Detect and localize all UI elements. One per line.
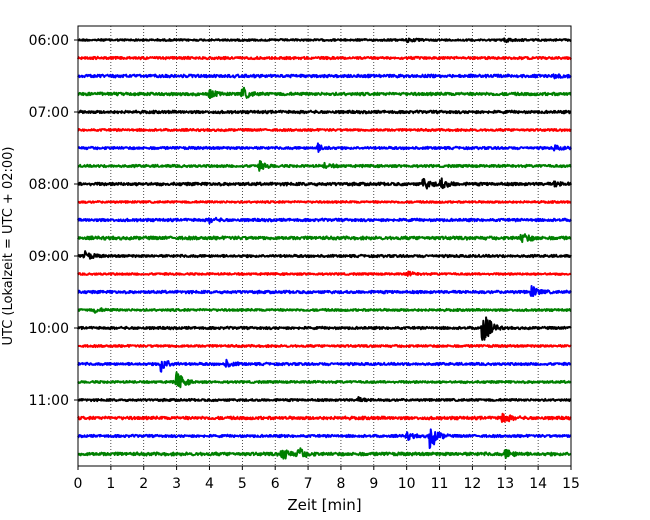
x-tick-label: 9 [369,476,378,492]
x-tick-label: 2 [139,476,148,492]
seismic-trace-0615 [77,55,572,61]
seismic-trace-0700 [77,109,572,115]
seismic-trace-0630 [77,73,572,80]
x-tick-label: 12 [463,476,481,492]
seismic-trace-0600 [77,37,572,44]
x-tick-label: 6 [271,476,280,492]
x-tick-label: 15 [562,476,580,492]
y-tick-label: 10:00 [29,321,69,337]
seismic-trace-0945 [77,307,572,314]
seismic-trace-0830 [77,216,572,225]
x-tick-label: 4 [205,476,214,492]
x-tick-label: 8 [336,476,345,492]
seismic-trace-1145 [77,447,572,460]
y-tick-label: 09:00 [29,249,69,265]
seismic-trace-1030 [77,358,572,373]
seismic-trace-0815 [77,200,572,205]
x-tick-label: 0 [74,476,83,492]
seismic-trace-0730 [77,142,572,153]
x-tick-label: 5 [238,476,247,492]
seismic-trace-0900 [77,250,572,260]
x-axis-ticks: 0 1 2 3 4 5 6 7 8 9 10 11 12 13 14 15 [74,466,580,492]
x-tick-label: 1 [106,476,115,492]
x-tick-label: 7 [304,476,313,492]
plot-frame [77,25,572,467]
seismic-trace-1045 [77,371,572,389]
x-tick-label: 10 [398,476,416,492]
seismic-trace-1130 [77,428,572,450]
seismic-trace-0845 [77,233,572,244]
y-tick-label: 11:00 [29,393,69,409]
seismic-trace-0930 [77,285,572,298]
y-tick-label: 08:00 [29,177,69,193]
x-axis-label: Zeit [min] [287,496,361,514]
seismic-traces [77,37,572,460]
seismic-trace-1000 [77,316,572,341]
x-tick-label: 14 [529,476,547,492]
x-tick-label: 11 [431,476,449,492]
seismic-trace-0800 [77,177,572,190]
x-tick-label: 13 [496,476,514,492]
y-tick-label: 07:00 [29,105,69,121]
y-axis-ticks: 06:00 07:00 08:00 09:00 10:00 11:00 [29,33,78,409]
seismic-trace-0915 [77,270,572,277]
y-tick-label: 06:00 [29,33,69,49]
seismic-trace-1115 [77,412,572,423]
seismic-trace-1015 [77,343,572,349]
seismic-trace-1100 [77,396,572,403]
grid-lines [110,26,539,466]
x-tick-label: 3 [172,476,181,492]
seismic-trace-0645 [77,86,572,100]
y-axis-label: UTC (Lokalzeit = UTC + 02:00) [1,147,16,346]
seismic-trace-0745 [77,160,572,172]
seismic-trace-0715 [77,127,572,133]
